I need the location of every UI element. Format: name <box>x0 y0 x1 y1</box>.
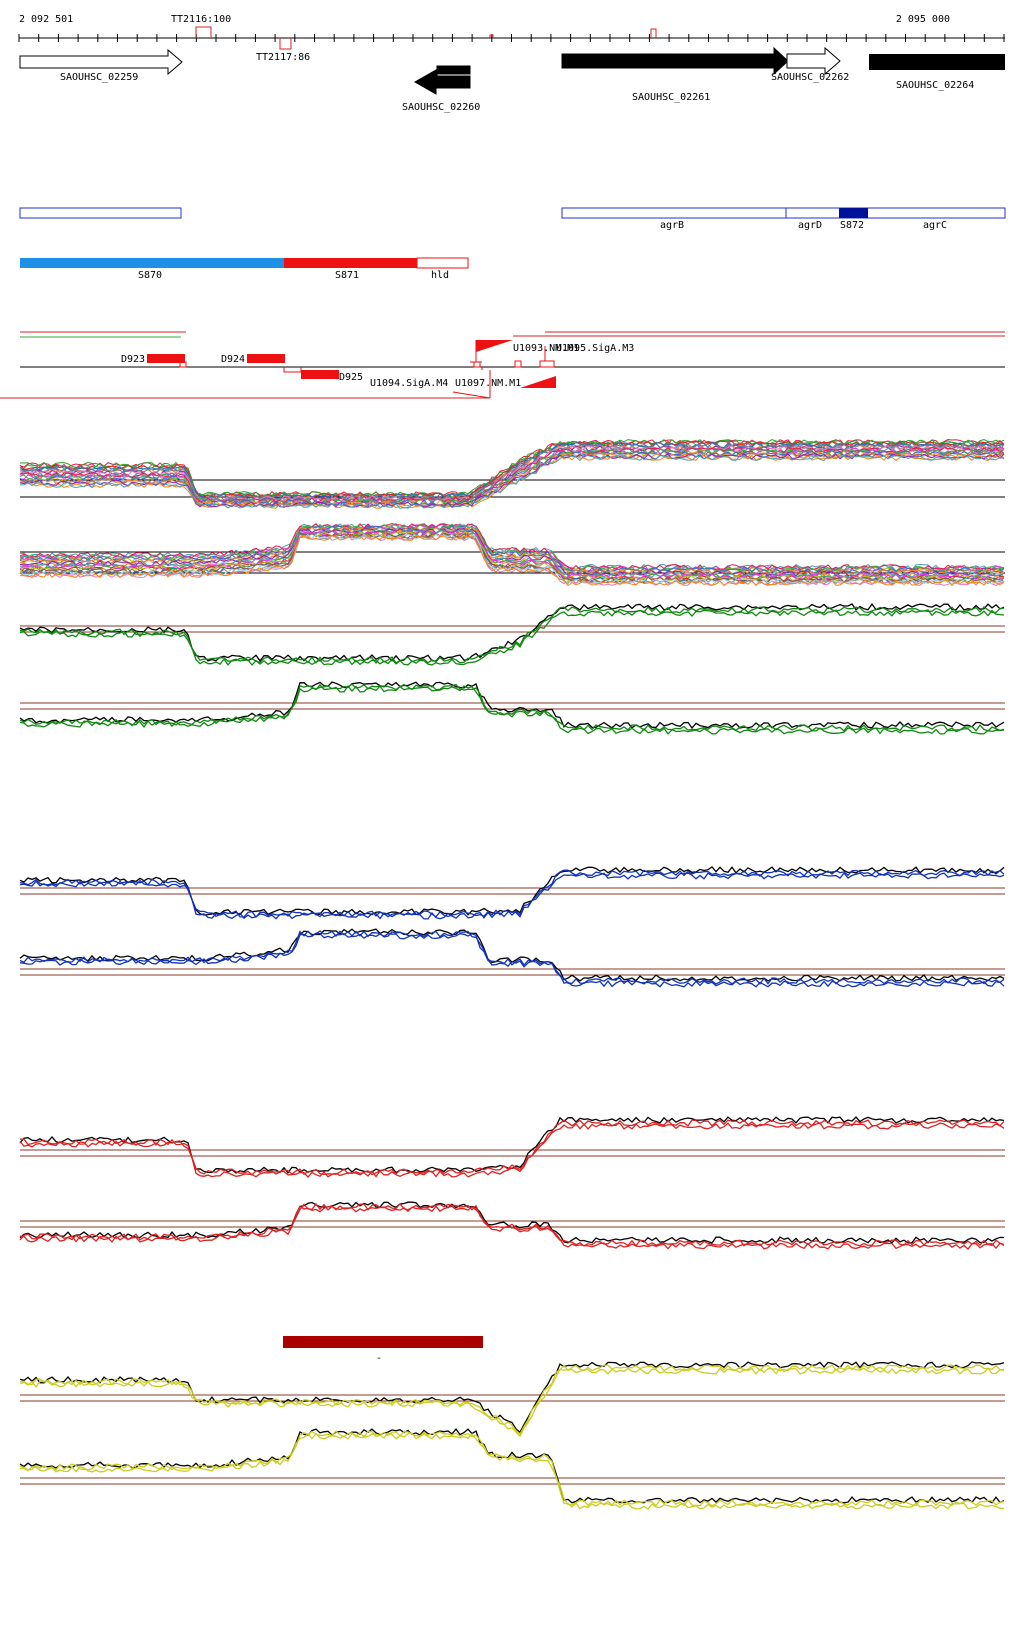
expression-profile <box>19 526 1005 575</box>
expression-profile <box>19 534 1005 587</box>
expression-profile <box>20 446 1005 504</box>
expression-profile <box>19 605 1005 664</box>
gene-arrow-saouhsc-02261[interactable] <box>561 46 789 76</box>
condition-bar[interactable] <box>283 1336 483 1348</box>
terminator-label-tt2116: TT2116:100 <box>171 14 231 25</box>
expression-profile <box>19 535 1005 587</box>
expression-profile <box>19 1364 1005 1436</box>
tiling-track: D923 D924 D925 U1093.NM.M1 U1095.SigA.M3… <box>0 331 1005 399</box>
ruler-end-label: 2 095 000 <box>896 14 950 25</box>
operon-label-s872: S872 <box>840 220 864 231</box>
probe-d923[interactable] <box>147 354 185 363</box>
expression-profile <box>19 1430 1005 1507</box>
gene-arrow-saouhsc-02262[interactable] <box>786 46 841 76</box>
probe-label-u1097: U1097.NM.M1 <box>455 378 521 389</box>
probe-label-u1095: U1095.SigA.M3 <box>556 343 634 354</box>
expression-profile <box>19 866 1005 916</box>
tss-triangle-2[interactable] <box>520 368 556 388</box>
gene-label-saouhsc-02259: SAOUHSC_02259 <box>60 72 138 83</box>
operon-box-agr[interactable] <box>561 207 1006 219</box>
terminator-track: TT2116:100 TT2117:86 <box>171 14 657 63</box>
tss-triangle-1[interactable] <box>476 340 513 352</box>
tss-box-1 <box>473 361 481 368</box>
probe-label-d923: D923 <box>121 354 145 365</box>
expression-profile <box>19 527 1005 577</box>
operon-label-agrd: agrD <box>798 220 822 231</box>
probe-label-d924: D924 <box>221 354 245 365</box>
terminator-label-tt2117: TT2117:86 <box>256 52 310 63</box>
expression-profile <box>19 1205 1005 1250</box>
probe-d923-tick <box>179 361 187 368</box>
expression-profile <box>19 442 1005 500</box>
gene-arrow-saouhsc-02259[interactable] <box>19 48 183 76</box>
expression-profile <box>19 453 1005 508</box>
terminator-minus-marker[interactable] <box>279 38 292 50</box>
gene-label-saouhsc-02264: SAOUHSC_02264 <box>896 80 974 91</box>
probe-d925[interactable] <box>301 370 339 379</box>
terminator-plus-marker[interactable] <box>195 26 212 38</box>
operon-box-left[interactable] <box>19 207 182 219</box>
expression-profile <box>19 930 1005 985</box>
expression-profile <box>19 1361 1005 1434</box>
expression-profile <box>19 1201 1005 1244</box>
probe-label-u1094: U1094.SigA.M4 <box>370 378 448 389</box>
ruler-start-label: 2 092 501 <box>19 14 73 25</box>
segment-s870[interactable] <box>20 258 284 268</box>
condition-bar-label: - <box>376 1353 382 1364</box>
gene-label-saouhsc-02260: SAOUHSC_02260 <box>402 102 480 113</box>
segment-hld[interactable] <box>416 257 469 269</box>
operon-s872-block[interactable] <box>839 208 868 218</box>
gene-arrow-saouhsc-02260-body[interactable] <box>413 69 471 95</box>
expression-profile <box>19 932 1005 988</box>
expression-profile <box>19 1367 1005 1438</box>
expression-profile <box>19 609 1005 666</box>
expression-profile <box>20 1432 1005 1510</box>
gene-track: SAOUHSC_02259 SAOUHSC_02260 SAOUHSC_0226… <box>19 46 1005 113</box>
probe-label-d925: D925 <box>339 372 363 383</box>
expression-tracks <box>19 438 1005 1510</box>
expression-profile <box>19 1203 1005 1247</box>
expression-profile <box>19 602 1005 662</box>
expression-profile <box>19 533 1005 585</box>
ruler: 2 092 501 2 095 000 <box>18 14 1005 42</box>
tss-box-3 <box>539 360 555 368</box>
expression-profile <box>19 525 1005 574</box>
segment-label-s870: S870 <box>138 270 162 281</box>
gene-arrow-saouhsc-02264[interactable] <box>869 54 1005 70</box>
ruler-ticks <box>18 34 1005 42</box>
expression-profile <box>19 530 1005 580</box>
expression-profile <box>19 681 1005 730</box>
segment-track: S870 S871 hld <box>20 257 469 281</box>
probe-d925-bracket <box>283 367 302 373</box>
expression-profile <box>19 869 1005 919</box>
probe-d924[interactable] <box>247 354 285 363</box>
expression-profile <box>19 1122 1005 1178</box>
expression-profile <box>19 683 1005 732</box>
expression-profile <box>19 685 1005 735</box>
expression-profile <box>19 1428 1005 1504</box>
gene-label-saouhsc-02261: SAOUHSC_02261 <box>632 92 710 103</box>
segment-label-hld: hld <box>431 270 449 281</box>
segment-label-s871: S871 <box>335 270 359 281</box>
expression-profile <box>19 443 1005 501</box>
operon-label-agrc: agrC <box>923 220 947 231</box>
operon-track: agrB agrD S872 agrC <box>19 207 1006 231</box>
expression-profile <box>19 1119 1005 1176</box>
operon-label-agrb: agrB <box>660 220 684 231</box>
gene-label-saouhsc-02262: SAOUHSC_02262 <box>771 72 849 83</box>
terminator-small-marker[interactable] <box>650 28 657 38</box>
probe-label-u1093: U1093.NM.M1 <box>513 343 579 354</box>
condition-bar-group: - <box>283 1336 483 1364</box>
segment-s871[interactable] <box>284 258 417 268</box>
expression-profile <box>19 528 1005 579</box>
expression-profile <box>19 454 1005 509</box>
expression-profile <box>19 440 1005 499</box>
expression-profile <box>19 445 1005 502</box>
expression-profile <box>19 872 1005 920</box>
tss-line-5 <box>452 391 491 399</box>
expression-profile <box>19 928 1005 983</box>
terminator-tiny-marker[interactable] <box>489 34 494 38</box>
tss-box-2 <box>514 360 522 368</box>
